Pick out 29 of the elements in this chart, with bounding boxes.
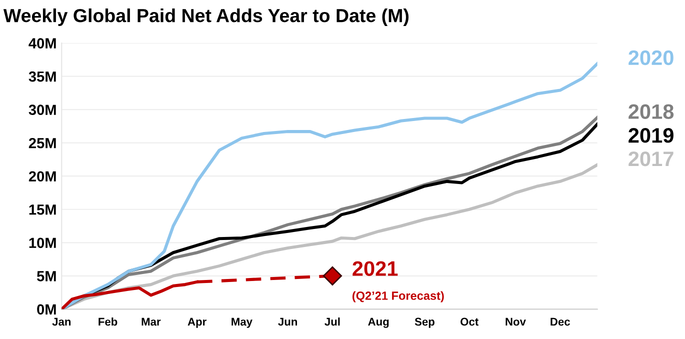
y-tick-label: 30M [28,104,56,116]
y-tick-label: 10M [29,238,56,248]
y-tick-label: 25M [28,138,56,148]
annotation: (Q2’21 Forecast) [352,291,444,302]
y-tick-label: 5M [36,271,56,282]
y-tick-label: 15M [29,204,56,215]
y-tick-label: 35M [28,71,56,82]
series-label: 2018 [628,104,674,119]
x-tick-label: Feb [98,318,118,326]
line-series [62,62,598,310]
y-tick-label: 40M [28,38,56,48]
series-label: 2019 [628,128,674,143]
x-tick-label: Jul [324,318,340,326]
x-tick-label: Aug [368,318,389,328]
y-tick-label: 0M [37,304,56,315]
x-tick-label: Nov [506,318,526,326]
series-label: 2017 [628,151,674,166]
chart-title: Weekly Global Paid Net Adds Year to Date (M) [3,8,409,26]
x-tick-label: Mar [142,318,161,326]
y-tick-label: 20M [28,171,56,182]
x-tick-label: Jun [278,318,298,326]
x-tick-label: Dec [550,318,570,326]
x-tick-label: Jan [52,318,71,326]
series-label: 2020 [628,50,674,66]
x-tick-label: Apr [188,318,206,328]
x-tick-label: Oct [460,318,478,326]
x-tick-label: May [232,318,252,328]
series-label: 2021 [352,261,398,276]
x-tick-label: Sep [414,318,434,328]
